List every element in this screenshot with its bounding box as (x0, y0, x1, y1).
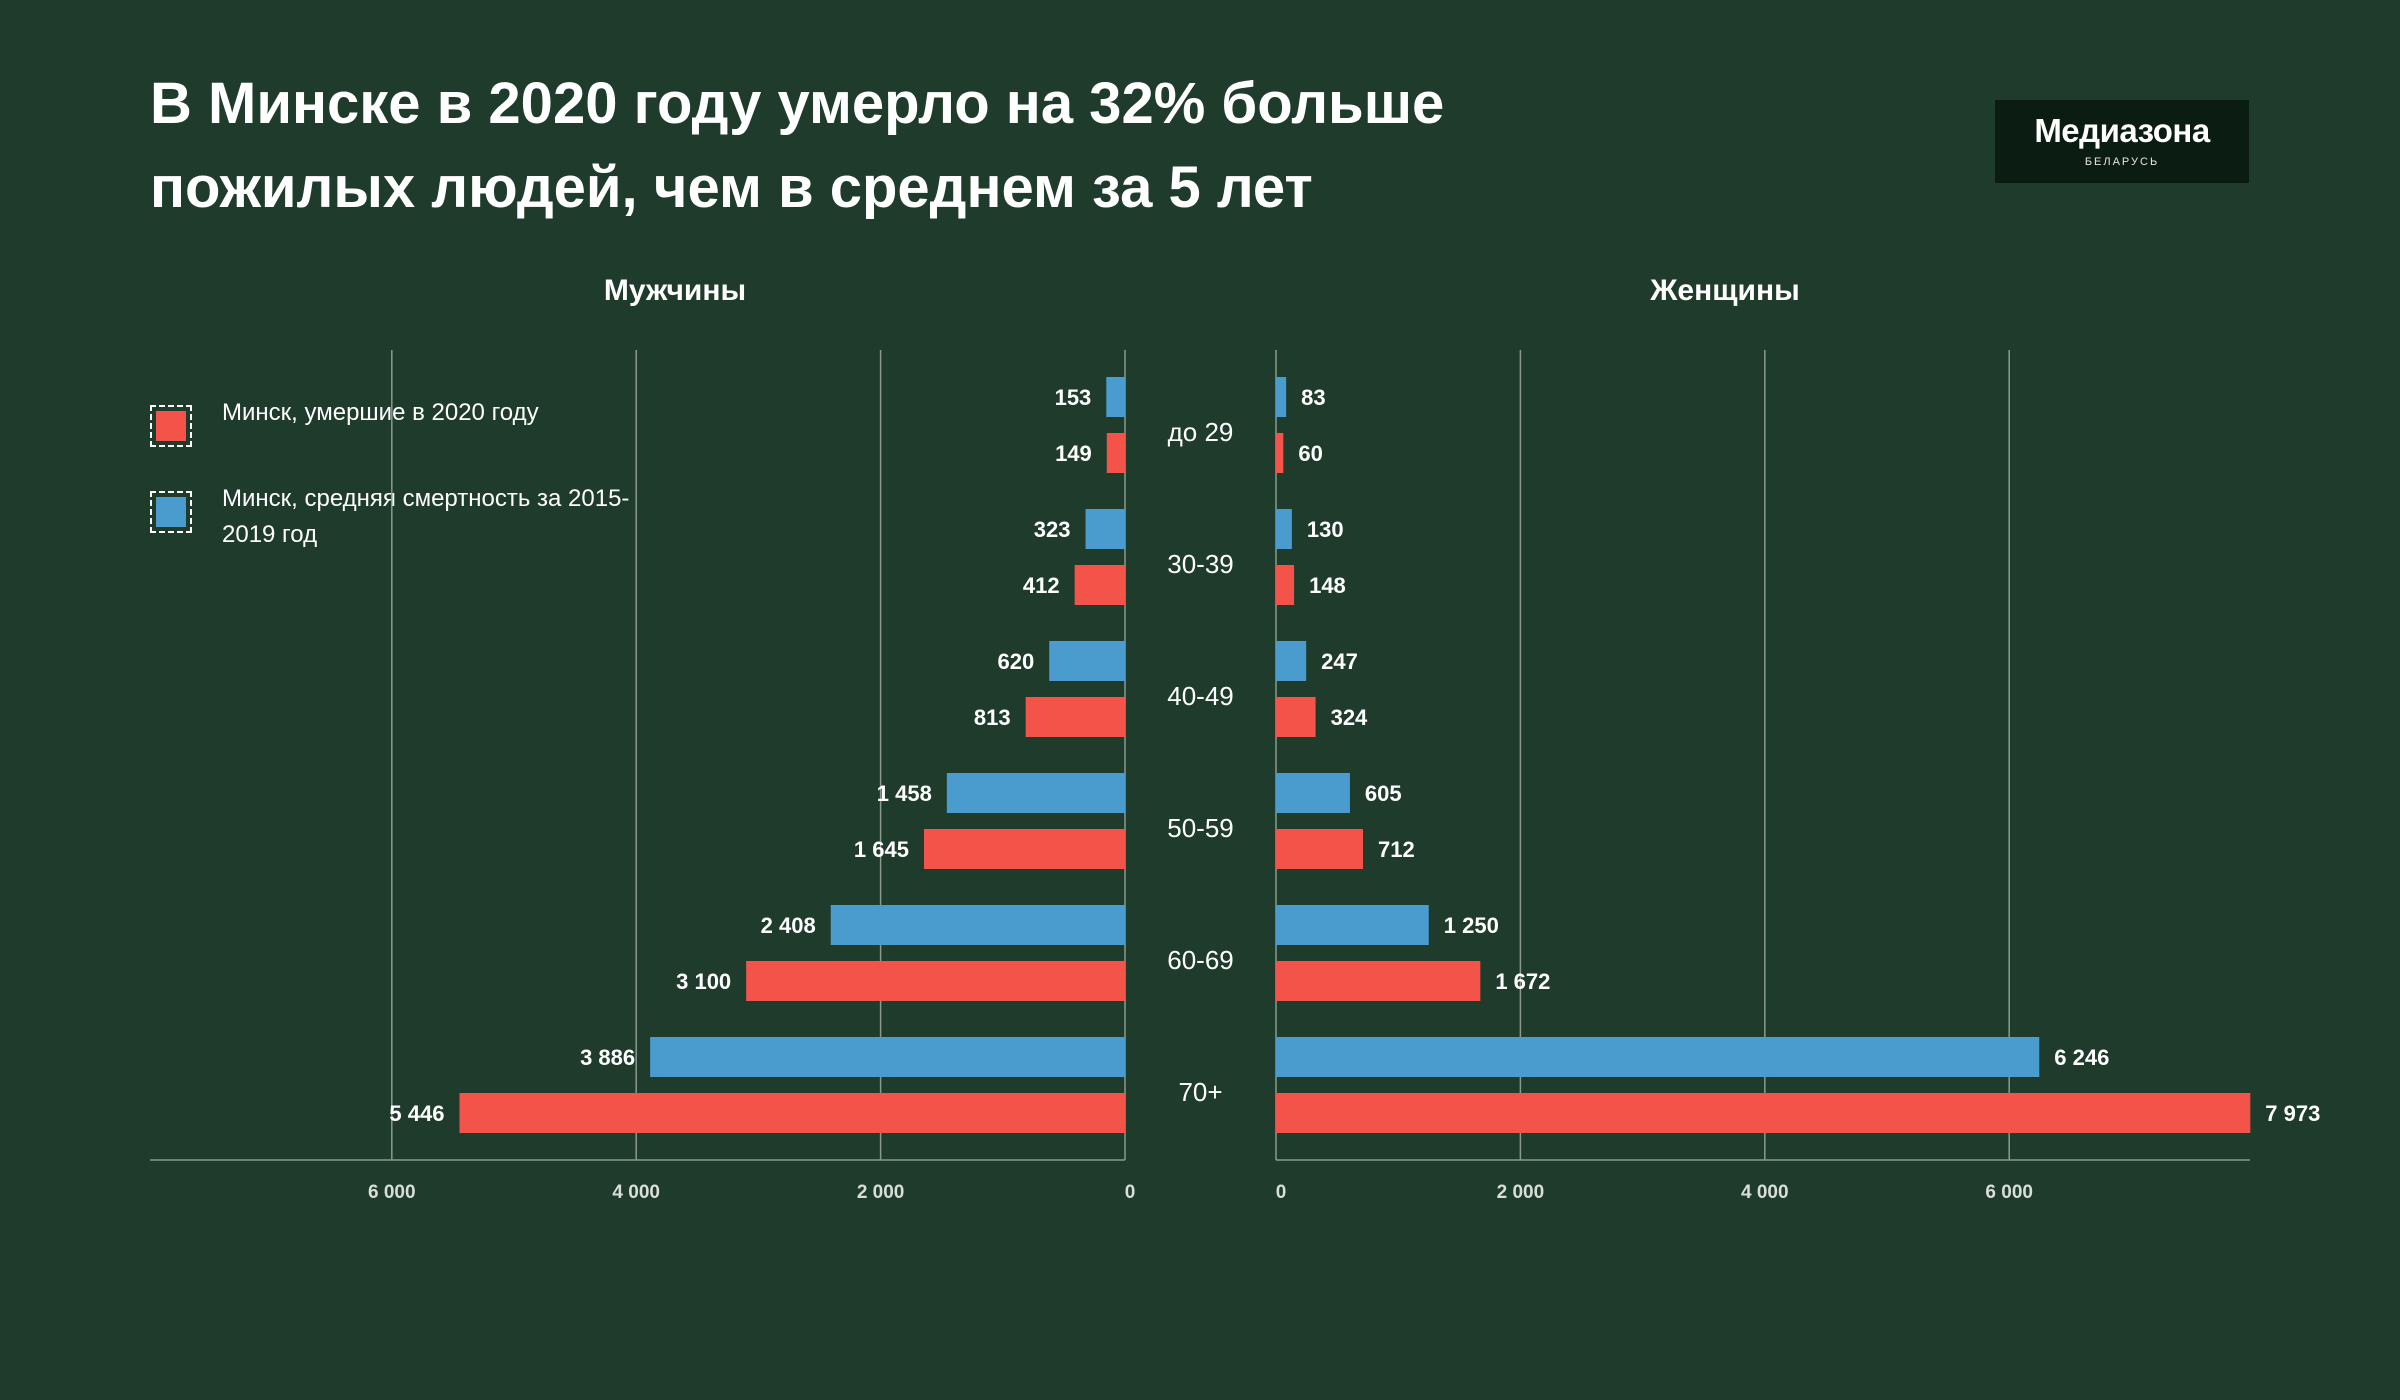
logo-subtitle: БЕЛАРУСЬ (2084, 156, 2160, 168)
data-label: 148 (1309, 573, 1346, 598)
mediazona-logo: Медиазона БЕЛАРУСЬ (1995, 100, 2249, 183)
legend-label-average: Минск, средняя смертность за 2015-2019 г… (222, 485, 630, 548)
data-label: 3 100 (676, 969, 731, 994)
bar-men-average (830, 905, 1125, 945)
category-label: 40-49 (1167, 681, 1234, 711)
data-label: 2 408 (761, 913, 816, 938)
bar-women-2020 (1276, 829, 1364, 869)
data-label: 712 (1378, 837, 1415, 862)
panel-title-women: Женщины (1649, 274, 1799, 307)
logo-name: Медиазона (2034, 112, 2210, 149)
bar-women-2020 (1276, 433, 1284, 473)
bar-men-average (946, 773, 1125, 813)
data-label: 1 645 (854, 837, 909, 862)
tick-label: 6 000 (368, 1182, 416, 1203)
panel-title-men: Мужчины (604, 274, 746, 307)
bar-men-2020 (1074, 565, 1125, 605)
data-label: 130 (1307, 517, 1344, 542)
tick-label: 2 000 (857, 1182, 905, 1203)
category-label: до 29 (1168, 417, 1234, 447)
tick-label: 2 000 (1497, 1182, 1545, 1203)
page-title: В Минске в 2020 году умерло на 32% больш… (150, 71, 1445, 220)
bar-women-average (1276, 509, 1292, 549)
bar-men-2020 (923, 829, 1125, 869)
bar-women-average (1276, 773, 1350, 813)
bar-men-average (1049, 641, 1125, 681)
category-label: 60-69 (1167, 945, 1234, 975)
tick-label: 0 (1125, 1182, 1136, 1203)
data-label: 605 (1365, 781, 1402, 806)
bar-women-average (1276, 905, 1429, 945)
bar-women-2020 (1276, 1093, 2251, 1133)
bar-men-average (1085, 509, 1125, 549)
data-label: 1 458 (877, 781, 932, 806)
legend-swatch-average (150, 491, 192, 533)
data-label: 247 (1321, 649, 1358, 674)
data-label: 324 (1331, 705, 1368, 730)
bar-men-2020 (1106, 433, 1125, 473)
bar-women-2020 (1276, 697, 1316, 737)
data-label: 7 973 (2265, 1101, 2320, 1126)
category-label: 50-59 (1167, 813, 1234, 843)
data-label: 1 250 (1444, 913, 1499, 938)
data-label: 620 (998, 649, 1035, 674)
category-label: 30-39 (1167, 549, 1234, 579)
bar-women-average (1276, 641, 1307, 681)
tick-label: 4 000 (612, 1182, 660, 1203)
tick-label: 4 000 (1741, 1182, 1789, 1203)
bar-men-average (650, 1037, 1125, 1077)
data-label: 813 (974, 705, 1011, 730)
legend-label-2020: Минск, умершие в 2020 году (222, 399, 539, 426)
bar-men-average (1106, 377, 1125, 417)
data-label: 149 (1055, 441, 1092, 466)
data-label: 3 886 (580, 1045, 635, 1070)
bar-women-average (1276, 377, 1287, 417)
bar-women-2020 (1276, 961, 1481, 1001)
bar-men-2020 (746, 961, 1125, 1001)
tick-label: 6 000 (1985, 1182, 2033, 1203)
data-label: 6 246 (2054, 1045, 2109, 1070)
bar-men-2020 (1025, 697, 1125, 737)
data-label: 5 446 (389, 1101, 444, 1126)
bar-men-2020 (459, 1093, 1126, 1133)
data-label: 83 (1301, 385, 1325, 410)
tick-label: 0 (1276, 1182, 1287, 1203)
data-label: 60 (1298, 441, 1322, 466)
bar-women-average (1276, 1037, 2040, 1077)
data-label: 153 (1055, 385, 1092, 410)
data-label: 323 (1034, 517, 1071, 542)
data-label: 412 (1023, 573, 1060, 598)
category-label: 70+ (1178, 1077, 1222, 1107)
legend-swatch-2020 (150, 405, 192, 447)
bar-women-2020 (1276, 565, 1295, 605)
data-label: 1 672 (1495, 969, 1550, 994)
